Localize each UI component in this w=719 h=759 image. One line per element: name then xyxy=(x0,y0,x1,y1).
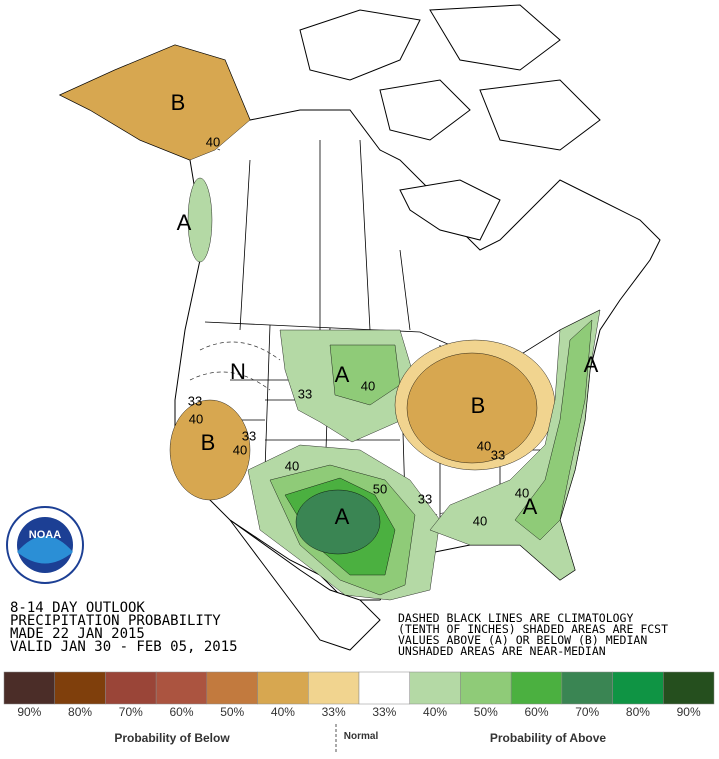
legend-swatch xyxy=(510,671,563,705)
washington-above xyxy=(187,177,213,263)
legend-label: 33% xyxy=(322,705,346,719)
mexico xyxy=(229,519,381,651)
plains-above-50 xyxy=(329,344,401,406)
area-letter: A xyxy=(523,494,538,519)
contour-label: 40 xyxy=(477,438,491,453)
contour-label: 33 xyxy=(491,447,505,462)
legend: Probability of Below Normal Probability … xyxy=(3,671,715,754)
area-letter: N xyxy=(230,359,246,384)
legend-label: 33% xyxy=(372,705,396,719)
area-letter: B xyxy=(471,393,486,418)
area-letter: A xyxy=(335,362,350,387)
legend-swatch xyxy=(460,671,512,705)
logo-wave xyxy=(17,536,73,564)
legend-swatch xyxy=(3,671,55,705)
legend-swatch xyxy=(105,671,157,705)
contour-label: 40 xyxy=(473,513,487,528)
note-line: UNSHADED AREAS ARE NEAR-MEDIAN xyxy=(398,644,606,658)
contour-label: 50 xyxy=(373,481,387,496)
logo-text: NOAA xyxy=(29,529,61,541)
area-letter: A xyxy=(177,210,192,235)
east-above-50 xyxy=(514,319,593,541)
alaska-below xyxy=(59,44,251,161)
contour-label: 40 xyxy=(515,485,529,500)
legend-label: 70% xyxy=(575,705,599,719)
legend-label: 80% xyxy=(68,705,92,719)
note-line: DASHED BLACK LINES ARE CLIMATOLOGY xyxy=(398,611,633,625)
noaa-logo: NOAA xyxy=(6,506,84,584)
contour-label: 33 xyxy=(188,393,202,408)
california-below xyxy=(169,399,251,501)
legend-label: 70% xyxy=(119,705,143,719)
legend-label: 80% xyxy=(626,705,650,719)
texas-above-70 xyxy=(295,489,381,555)
contour-label: 40 xyxy=(189,411,203,426)
contour-label: 33 xyxy=(242,428,256,443)
legend-label: 40% xyxy=(423,705,447,719)
contour-label: 40 xyxy=(285,458,299,473)
legend-below: Probability of Below xyxy=(114,731,230,745)
contour-label: 40 xyxy=(361,378,375,393)
hudson-bay xyxy=(399,179,501,241)
legend-label: 90% xyxy=(677,705,701,719)
legend-swatch xyxy=(206,671,258,705)
arctic-islands xyxy=(299,4,601,151)
legend-swatch xyxy=(561,671,613,705)
title-line: MADE 22 JAN 2015 xyxy=(10,626,145,642)
title-line: 8-14 DAY OUTLOOK xyxy=(10,600,145,616)
legend-swatch xyxy=(155,671,208,705)
legend-above: Probability of Above xyxy=(490,731,607,745)
legend-swatch xyxy=(308,671,360,705)
area-letter: B xyxy=(171,90,186,115)
contour-label: 33 xyxy=(418,491,432,506)
legend-swatch xyxy=(54,671,106,705)
legend-swatch xyxy=(409,671,461,705)
legend-label: 50% xyxy=(474,705,498,719)
legend-swatch xyxy=(612,671,664,705)
lakes-below xyxy=(406,352,538,464)
legend-label: 40% xyxy=(271,705,295,719)
area-letter: A xyxy=(335,504,350,529)
note-line: VALUES ABOVE (A) OR BELOW (B) MEDIAN xyxy=(398,633,647,647)
contour-label: 40 xyxy=(206,134,220,149)
legend-label: 60% xyxy=(524,705,548,719)
legend-label: 90% xyxy=(17,705,41,719)
title-line: VALID JAN 30 - FEB 05, 2015 xyxy=(10,639,238,655)
notes-block: DASHED BLACK LINES ARE CLIMATOLOGY(TENTH… xyxy=(398,611,668,658)
legend-label: 50% xyxy=(220,705,244,719)
note-line: (TENTH OF INCHES) SHADED AREAS ARE FCST xyxy=(398,622,668,636)
contour-label: 40 xyxy=(233,442,247,457)
area-letter: B xyxy=(201,430,216,455)
area-letter: A xyxy=(584,352,599,377)
title-line: PRECIPITATION PROBABILITY xyxy=(10,613,221,629)
legend-normal: Normal xyxy=(344,731,379,742)
contour-label: 33 xyxy=(298,386,312,401)
legend-swatch xyxy=(358,671,410,705)
legend-swatch xyxy=(257,671,309,705)
legend-label: 60% xyxy=(169,705,193,719)
forecast-areas xyxy=(59,44,601,601)
legend-swatch xyxy=(663,671,715,705)
